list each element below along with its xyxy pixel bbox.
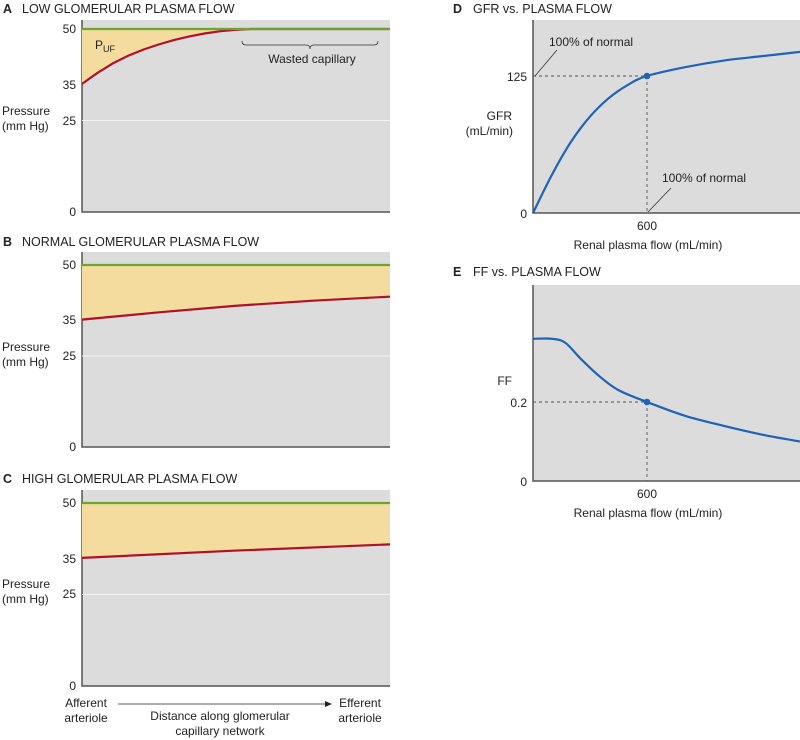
panel-a-ytick: 0 (69, 205, 76, 219)
panel-e-ytick: 0.2 (510, 396, 527, 410)
panel-c-title: HIGH GLOMERULAR PLASMA FLOW (22, 472, 238, 486)
panel-a-ytick: 50 (63, 22, 77, 36)
panel-d-xlabel: Renal plasma flow (mL/min) (574, 238, 723, 252)
panel-a-ylabel: Pressure (2, 104, 50, 118)
annotation-normal-rpf: 100% of normal (662, 171, 746, 185)
efferent-label: arteriole (338, 711, 382, 725)
panel-c-letter: C (3, 472, 12, 486)
annotation-normal-gfr: 100% of normal (549, 35, 633, 49)
panel-e-xlabel: Renal plasma flow (mL/min) (574, 506, 723, 520)
panel-b-ylabel: (mm Hg) (2, 355, 49, 369)
panel-e-xtick: 600 (637, 487, 657, 501)
panel-a-ylabel: (mm Hg) (2, 119, 49, 133)
panel-b-ytick: 35 (63, 313, 77, 327)
afferent-label: Afferent (65, 696, 107, 710)
panel-b-ytick: 0 (69, 440, 76, 454)
panel-c-ylabel: (mm Hg) (2, 592, 49, 606)
panel-b-ytick: 25 (63, 349, 77, 363)
panel-a-filtration-area (82, 29, 390, 84)
wasted-capillary-label: Wasted capillary (268, 52, 356, 66)
panel-a-letter: A (3, 2, 12, 16)
panel-c-ytick: 25 (63, 587, 77, 601)
panel-b-title: NORMAL GLOMERULAR PLASMA FLOW (22, 235, 259, 249)
wasted-capillary-brace (241, 40, 379, 50)
afferent-label: arteriole (64, 711, 108, 725)
annotation-leader (534, 49, 558, 77)
panel-d-plot-area (533, 20, 800, 213)
annotation-leader (647, 187, 672, 213)
panel-a-ytick: 35 (63, 78, 77, 92)
panel-c-ytick: 0 (69, 679, 76, 693)
arrowhead-icon (325, 701, 332, 707)
distance-label: Distance along glomerular (150, 709, 289, 723)
panel-c-ytick: 50 (63, 496, 77, 510)
panel-e-title: FF vs. PLASMA FLOW (473, 265, 601, 279)
panel-d-ytick: 125 (507, 70, 527, 84)
panel-d-ylabel: (mL/min) (466, 124, 513, 138)
panel-c-ytick: 35 (63, 552, 77, 566)
panel-b-letter: B (3, 235, 12, 249)
panel-d-curve (532, 50, 800, 214)
panel-a-ytick: 25 (63, 114, 77, 128)
efferent-label: Efferent (339, 696, 381, 710)
distance-label: capillary network (175, 724, 265, 738)
panel-a-axes (81, 20, 390, 213)
panel-d-ylabel: GFR (487, 109, 513, 123)
panel-d-title: GFR vs. PLASMA FLOW (473, 2, 612, 16)
panel-e-normal-point (643, 398, 651, 406)
panel-e-plot-area (533, 285, 800, 481)
panel-d-normal-point (643, 72, 651, 80)
panel-e-axes (532, 285, 800, 482)
panel-c-ylabel: Pressure (2, 577, 50, 591)
panel-e-ylabel: FF (497, 374, 512, 388)
plot-layer (81, 20, 800, 687)
panel-b-filtration-area (82, 265, 390, 320)
panel-a-title: LOW GLOMERULAR PLASMA FLOW (22, 2, 235, 16)
panel-b-ylabel: Pressure (2, 340, 50, 354)
panel-b-oncotic-pressure-line (81, 295, 391, 321)
panel-c-filtration-area (82, 503, 390, 558)
panel-e-curve (532, 337, 800, 443)
panel-d-ytick: 0 (520, 207, 527, 221)
panel-e-ytick: 0 (520, 475, 527, 489)
panel-c-oncotic-pressure-line (81, 543, 391, 559)
panel-d-xtick: 600 (637, 219, 657, 233)
panel-b-ytick: 50 (63, 258, 77, 272)
puf-label: PUF (95, 38, 116, 54)
panel-e-letter: E (453, 265, 461, 279)
panel-d-letter: D (453, 2, 462, 16)
